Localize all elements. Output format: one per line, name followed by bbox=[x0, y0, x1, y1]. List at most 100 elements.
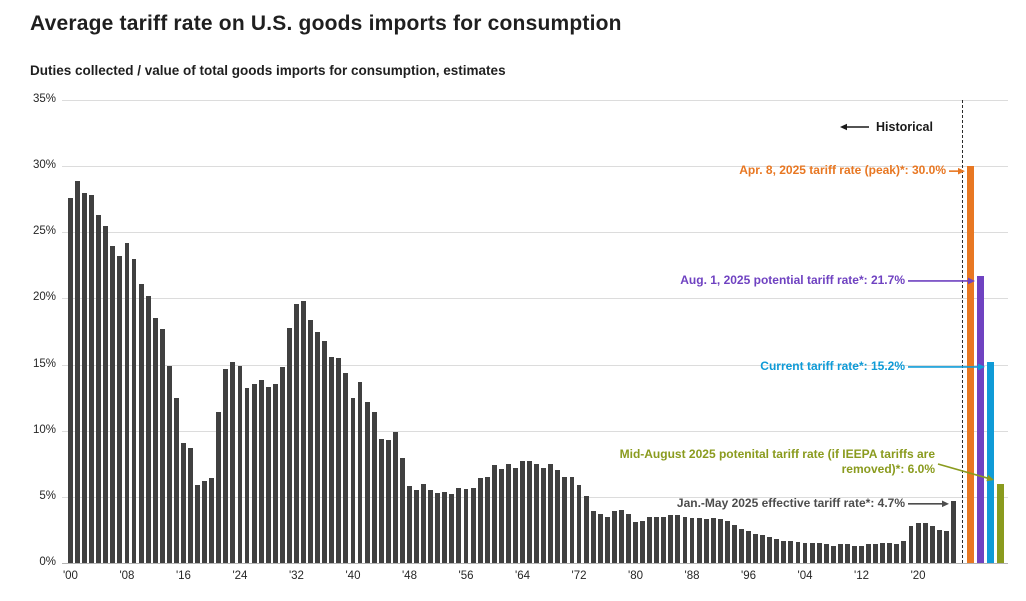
bar-1979 bbox=[626, 514, 631, 563]
bar-1900 bbox=[68, 197, 73, 563]
bar-2024 bbox=[943, 531, 949, 563]
bar-1916 bbox=[181, 442, 186, 563]
bar-2005 bbox=[809, 543, 815, 563]
y-tick-35%: 35% bbox=[32, 93, 56, 105]
bar-1927 bbox=[258, 380, 264, 563]
x-tick-1972: '72 bbox=[571, 570, 587, 582]
bar-2004 bbox=[802, 543, 808, 563]
bar-1957 bbox=[470, 487, 476, 563]
bar-1955 bbox=[456, 487, 462, 563]
x-tick-1980: '80 bbox=[628, 570, 644, 582]
bar-2018 bbox=[901, 540, 907, 563]
bar-1912 bbox=[152, 318, 158, 563]
bar-1941 bbox=[357, 381, 363, 563]
x-tick-1900: '00 bbox=[62, 570, 78, 582]
bar-1976 bbox=[604, 516, 610, 563]
y-tick-5%: 5% bbox=[39, 489, 56, 502]
bar-1973 bbox=[583, 495, 589, 563]
y-tick-20%: 20% bbox=[32, 291, 56, 304]
bar-2009 bbox=[837, 544, 843, 563]
bar-1972 bbox=[576, 484, 582, 563]
x-tick-1956: '56 bbox=[458, 570, 474, 582]
x-tick-2020: '20 bbox=[910, 570, 926, 582]
bar-2025-effective bbox=[950, 500, 956, 563]
bar-1911 bbox=[145, 295, 151, 563]
bar-scenario-aug1 bbox=[976, 275, 984, 563]
bar-1994 bbox=[731, 524, 737, 563]
bar-1986 bbox=[675, 515, 681, 563]
x-tick-2012: '12 bbox=[854, 570, 870, 582]
bar-2007 bbox=[823, 544, 829, 563]
bar-1921 bbox=[216, 412, 222, 563]
page-subtitle: Duties collected / value of total goods … bbox=[30, 63, 506, 78]
bar-1902 bbox=[82, 192, 88, 563]
gridline-25% bbox=[62, 232, 1008, 234]
bar-1907 bbox=[117, 256, 123, 563]
bar-2003 bbox=[795, 541, 801, 563]
annotation-midaugust-potential-rate: Mid-August 2025 potenital tariff rate (i… bbox=[619, 447, 935, 476]
bar-1942 bbox=[364, 401, 370, 563]
gridline-0% bbox=[62, 563, 1008, 564]
gridline-20% bbox=[62, 298, 1008, 300]
x-tick-2004: '04 bbox=[797, 570, 813, 582]
bar-1926 bbox=[251, 384, 257, 563]
bar-1993 bbox=[724, 520, 730, 563]
y-tick-0%: 0% bbox=[39, 556, 56, 568]
y-tick-15%: 15% bbox=[32, 357, 56, 370]
bar-2002 bbox=[788, 540, 794, 563]
gridline-10% bbox=[62, 430, 1008, 432]
bar-1913 bbox=[159, 328, 165, 563]
annotation-historical: Historical bbox=[876, 120, 933, 134]
bar-1923 bbox=[230, 361, 236, 563]
bar-1934 bbox=[308, 319, 314, 563]
bar-1936 bbox=[322, 340, 328, 563]
bar-1998 bbox=[760, 535, 766, 563]
bar-1939 bbox=[343, 372, 349, 563]
bar-1996 bbox=[746, 531, 751, 563]
bar-1924 bbox=[237, 365, 243, 563]
bar-1961 bbox=[498, 469, 504, 563]
bar-1928 bbox=[265, 387, 271, 563]
x-tick-1940: '40 bbox=[345, 570, 361, 582]
bar-1953 bbox=[442, 491, 448, 563]
bar-1959 bbox=[484, 477, 490, 563]
bar-1968 bbox=[548, 463, 554, 563]
bar-1987 bbox=[682, 516, 688, 563]
bar-2019 bbox=[908, 525, 914, 563]
bar-1962 bbox=[505, 463, 511, 563]
bar-1999 bbox=[767, 536, 773, 563]
x-tick-1932: '32 bbox=[288, 570, 304, 582]
bar-1954 bbox=[449, 494, 455, 563]
x-tick-1908: '08 bbox=[119, 570, 135, 582]
bar-1966 bbox=[534, 463, 540, 563]
bar-1985 bbox=[668, 515, 674, 563]
bar-2023 bbox=[936, 529, 942, 563]
x-tick-1916: '16 bbox=[175, 570, 191, 582]
bar-1919 bbox=[202, 480, 208, 563]
bar-2013 bbox=[866, 544, 872, 563]
bar-1958 bbox=[477, 478, 483, 563]
bar-2016 bbox=[887, 543, 893, 563]
bar-2014 bbox=[873, 544, 879, 563]
bar-1997 bbox=[753, 533, 759, 563]
bar-1917 bbox=[188, 447, 193, 563]
x-tick-1988: '88 bbox=[684, 570, 700, 582]
y-tick-10%: 10% bbox=[32, 423, 56, 436]
historical-arrow bbox=[840, 123, 869, 131]
bar-2021 bbox=[922, 523, 928, 563]
bar-1925 bbox=[244, 388, 250, 563]
x-tick-1924: '24 bbox=[232, 570, 248, 582]
bar-1946 bbox=[392, 432, 398, 563]
bar-1991 bbox=[710, 518, 716, 563]
bar-1909 bbox=[131, 258, 137, 563]
bar-1951 bbox=[428, 490, 434, 563]
y-tick-25%: 25% bbox=[32, 225, 56, 238]
x-tick-1996: '96 bbox=[741, 570, 757, 582]
bar-1956 bbox=[463, 488, 469, 563]
x-tick-1964: '64 bbox=[515, 570, 530, 582]
bar-1965 bbox=[527, 461, 533, 563]
bar-1974 bbox=[590, 511, 596, 563]
bar-1967 bbox=[541, 467, 547, 563]
bar-1908 bbox=[124, 242, 130, 563]
